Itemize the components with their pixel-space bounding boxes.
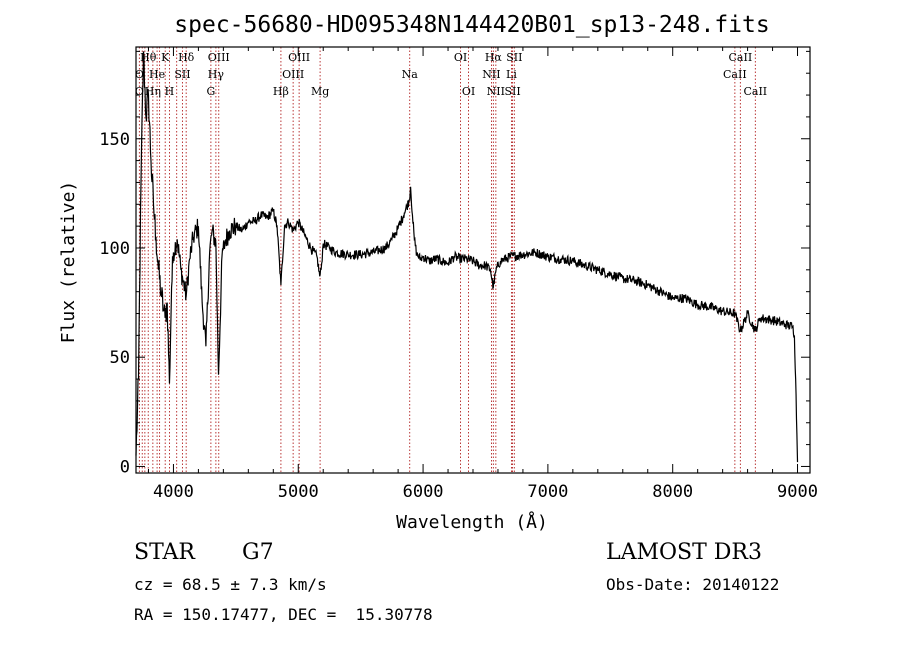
x-tick-label-1: 5000 bbox=[278, 482, 319, 502]
flux-series-line bbox=[135, 51, 799, 463]
x-axis-ticks: 4000 5000 6000 7000 8000 9000 bbox=[147, 47, 818, 502]
x-axis-label: Wavelength (Å) bbox=[396, 511, 548, 533]
observation-date: Obs-Date: 20140122 bbox=[606, 575, 780, 594]
line-label-row2-4: OIII bbox=[282, 68, 304, 81]
x-tick-label-0: 4000 bbox=[153, 482, 194, 502]
x-tick-label-5: 9000 bbox=[777, 482, 818, 502]
chart-title: spec-56680-HD095348N144420B01_sp13-248.f… bbox=[174, 12, 769, 38]
y-tick-label-3: 150 bbox=[99, 130, 130, 150]
y-tick-label-2: 100 bbox=[99, 239, 130, 259]
line-label-row2-3: Hγ bbox=[208, 68, 225, 81]
line-label-row3-2: H bbox=[165, 85, 175, 98]
line-label-row3-5: Mg bbox=[311, 85, 329, 98]
line-label-row3-3: G bbox=[206, 85, 215, 98]
line-label-row1-0: Hθ bbox=[140, 51, 157, 64]
object-subclass: G7 bbox=[242, 540, 274, 565]
line-label-row2-7: Li bbox=[506, 68, 517, 81]
line-label-row3-9: CaII bbox=[743, 85, 767, 98]
line-label-row2-1: He bbox=[149, 68, 165, 81]
line-label-row3-4: Hβ bbox=[273, 85, 289, 98]
line-label-row2-6: NII bbox=[482, 68, 500, 81]
x-tick-label-4: 8000 bbox=[652, 482, 693, 502]
line-label-row1-6: Hα bbox=[485, 51, 503, 64]
line-label-row1-1: K bbox=[161, 51, 170, 64]
line-label-row1-8: CaII bbox=[729, 51, 753, 64]
line-label-row2-0: O bbox=[135, 68, 144, 81]
y-axis-ticks: 0 50 100 150 bbox=[99, 50, 810, 477]
line-label-row1-5: OI bbox=[454, 51, 467, 64]
x-tick-label-2: 6000 bbox=[403, 482, 444, 502]
line-label-row1-4: OIII bbox=[288, 51, 310, 64]
survey-name: LAMOST DR3 bbox=[606, 540, 762, 565]
line-label-row3-6: OI bbox=[462, 85, 475, 98]
line-label-row2-5: Na bbox=[402, 68, 419, 81]
line-label-row3-7: NII bbox=[487, 85, 505, 98]
line-label-row3-8: SII bbox=[504, 85, 520, 98]
line-label-row2-8: CaII bbox=[723, 68, 747, 81]
line-label-row1-7: SII bbox=[506, 51, 522, 64]
y-tick-label-0: 0 bbox=[120, 457, 130, 477]
spectral-line-markers bbox=[138, 47, 756, 473]
object-class: STAR bbox=[134, 540, 195, 565]
line-label-row3-0: O bbox=[135, 85, 144, 98]
line-label-row1-2: Hδ bbox=[178, 51, 195, 64]
x-tick-label-3: 7000 bbox=[527, 482, 568, 502]
y-axis-label: Flux (relative) bbox=[58, 181, 79, 344]
y-tick-label-1: 50 bbox=[110, 348, 130, 368]
redshift-cz: cz = 68.5 ± 7.3 km/s bbox=[134, 575, 327, 594]
line-label-row1-3: OIII bbox=[208, 51, 230, 64]
coordinates: RA = 150.17477, DEC = 15.30778 bbox=[134, 605, 433, 624]
line-label-row2-2: SII bbox=[174, 68, 190, 81]
